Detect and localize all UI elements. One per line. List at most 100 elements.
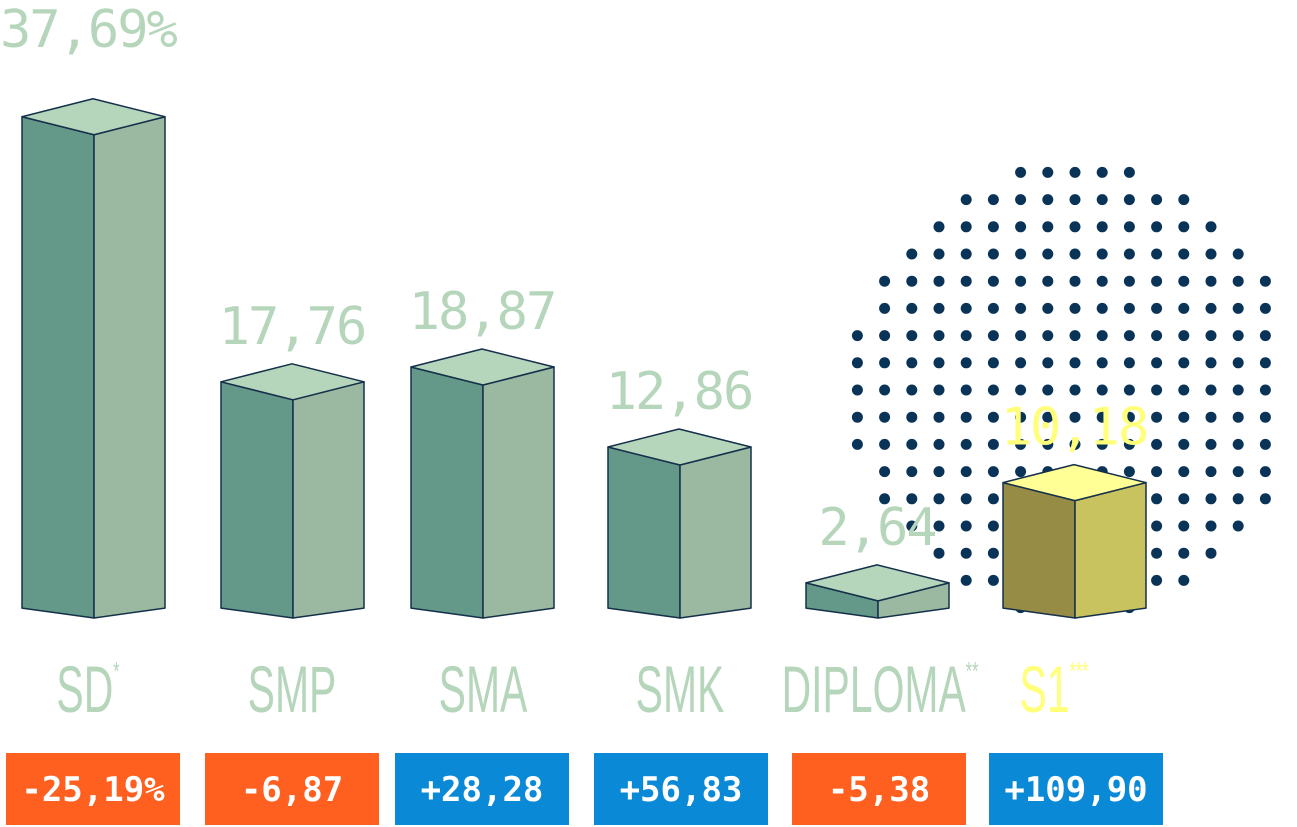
decorative-dot	[1096, 357, 1108, 369]
decorative-dot	[987, 194, 999, 206]
decorative-dot	[1232, 357, 1244, 369]
decorative-dot	[1015, 194, 1027, 206]
decorative-dot	[1178, 248, 1190, 260]
decorative-dot-pattern	[851, 166, 1271, 614]
category-footnote-mark: **	[966, 656, 979, 686]
bar-sma	[410, 348, 555, 619]
decorative-dot	[933, 357, 945, 369]
bar-s1-front-face	[1002, 481, 1076, 619]
decorative-dot	[960, 330, 972, 342]
decorative-dot	[1042, 411, 1054, 423]
bar-smp-top-face	[220, 363, 365, 401]
change-badge-background	[989, 753, 1163, 825]
bar-smp	[220, 363, 365, 619]
decorative-dot	[1069, 330, 1081, 342]
decorative-dot	[1205, 493, 1217, 505]
change-badge-background	[6, 753, 180, 825]
decorative-dot	[933, 248, 945, 260]
decorative-dot	[1178, 493, 1190, 505]
category-label-diploma: DIPLOMA**	[782, 652, 979, 727]
decorative-dot	[1042, 357, 1054, 369]
decorative-dot	[1015, 248, 1027, 260]
decorative-dot	[1232, 438, 1244, 450]
decorative-dot	[906, 520, 918, 532]
decorative-dot	[1151, 357, 1163, 369]
value-label-sma: 18,87	[409, 282, 556, 342]
decorative-dot	[1178, 384, 1190, 396]
decorative-dot	[987, 574, 999, 586]
decorative-dot	[987, 438, 999, 450]
decorative-dot	[1178, 466, 1190, 478]
decorative-dot	[1205, 520, 1217, 532]
decorative-dot	[933, 411, 945, 423]
decorative-dot	[879, 275, 891, 287]
category-name: SMP	[248, 652, 337, 727]
decorative-dot	[1096, 166, 1108, 178]
decorative-dot	[1259, 275, 1271, 287]
decorative-dot	[1096, 384, 1108, 396]
change-badge-smp: -6,87	[205, 753, 379, 825]
decorative-dot	[851, 384, 863, 396]
change-badge-label: -25,19%	[21, 770, 165, 810]
category-label-smk: SMK	[636, 652, 725, 727]
decorative-dot	[933, 384, 945, 396]
decorative-dot	[933, 302, 945, 314]
decorative-dot	[1042, 194, 1054, 206]
decorative-dot	[906, 384, 918, 396]
decorative-dot	[906, 438, 918, 450]
decorative-dot	[933, 438, 945, 450]
decorative-dot	[1178, 330, 1190, 342]
decorative-dot	[1123, 275, 1135, 287]
decorative-dot	[879, 466, 891, 478]
decorative-dot	[987, 493, 999, 505]
decorative-dot	[960, 438, 972, 450]
decorative-dot	[933, 520, 945, 532]
decorative-dot	[906, 411, 918, 423]
decorative-dot	[987, 330, 999, 342]
value-label-sd: 37,69%	[0, 0, 178, 60]
decorative-dot	[1151, 466, 1163, 478]
decorative-dot	[960, 493, 972, 505]
decorative-dot	[1015, 302, 1027, 314]
decorative-dot	[987, 520, 999, 532]
change-badge-diploma: -5,38	[792, 753, 966, 825]
change-badge-label: -5,38	[828, 770, 930, 810]
decorative-dot	[1151, 493, 1163, 505]
decorative-dot	[1259, 330, 1271, 342]
decorative-dot	[1151, 547, 1163, 559]
decorative-dot	[987, 275, 999, 287]
decorative-dot	[1042, 166, 1054, 178]
decorative-dot	[1205, 330, 1217, 342]
bar-s1-side-face	[1074, 481, 1147, 619]
decorative-dot	[1232, 384, 1244, 396]
change-badge-label: +28,28	[421, 770, 544, 810]
decorative-dot	[987, 411, 999, 423]
bar-diploma-top-face	[805, 564, 950, 602]
decorative-dot	[1123, 302, 1135, 314]
decorative-dot	[1232, 330, 1244, 342]
decorative-dot	[933, 466, 945, 478]
decorative-dot	[1205, 302, 1217, 314]
bar-sd	[21, 97, 166, 619]
decorative-dot	[1259, 302, 1271, 314]
decorative-dot	[1178, 438, 1190, 450]
decorative-dot	[879, 493, 891, 505]
decorative-dot	[960, 384, 972, 396]
value-label-smk: 12,86	[606, 362, 753, 422]
category-label-sma: SMA	[439, 652, 528, 727]
category-label-smp: SMP	[248, 652, 337, 727]
decorative-dot	[1178, 547, 1190, 559]
decorative-dot	[1205, 547, 1217, 559]
decorative-dot	[851, 330, 863, 342]
decorative-dot	[1232, 466, 1244, 478]
decorative-dot	[987, 547, 999, 559]
decorative-dot	[1069, 357, 1081, 369]
decorative-dot	[1232, 411, 1244, 423]
decorative-dot	[987, 248, 999, 260]
decorative-dot	[1259, 493, 1271, 505]
decorative-dot	[1069, 302, 1081, 314]
decorative-dot	[1015, 330, 1027, 342]
decorative-dot	[987, 302, 999, 314]
decorative-dot	[933, 547, 945, 559]
